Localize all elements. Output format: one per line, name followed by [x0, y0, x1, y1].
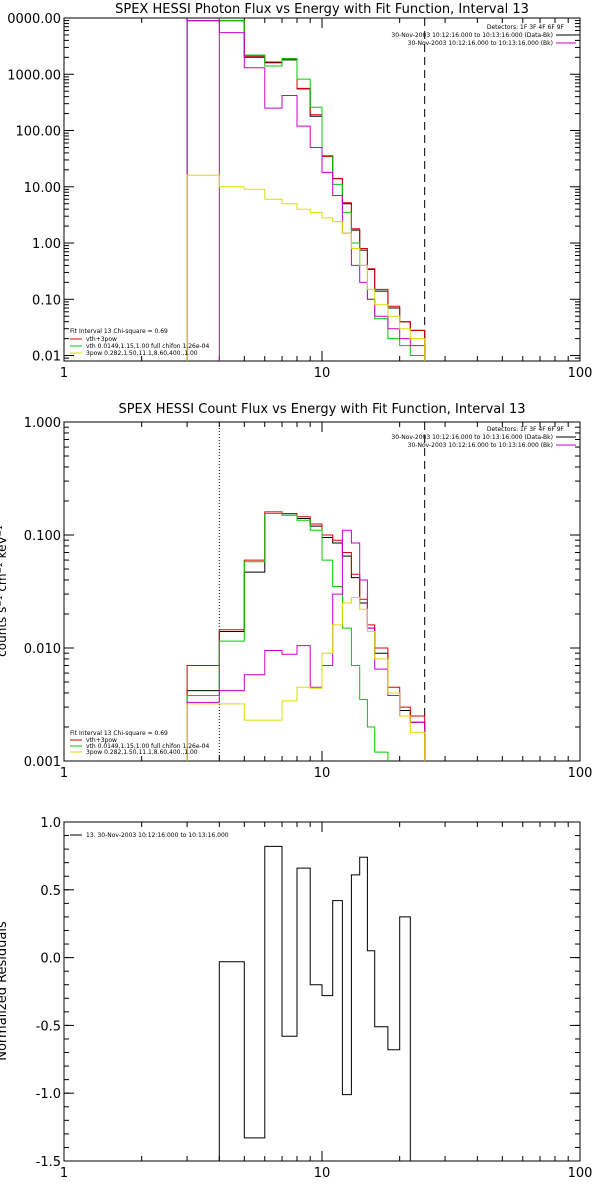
panel1-ticks: 1 10 100 0.01 0.10 1.00 10.00 100.00 1000.00 0000… — [7, 12, 592, 381]
panel-count-flux: SPEX HESSI Count Flux vs Energy with Fit… — [0, 402, 593, 781]
p1-ytick-label: 100.00 — [16, 125, 62, 140]
panel1-header-data-bk: 30-Nov-2003 10:12:16.000 to 10:13:16.000… — [391, 32, 553, 39]
panel2-fit-text-1: vth 0.0149,1.15,1.00 full chifon 1.26e-0… — [86, 743, 209, 750]
panel1-fit-legend: Fit Interval 13 Chi-square = 0.69 vth+3p… — [70, 328, 209, 357]
panel1-title: SPEX HESSI Photon Flux vs Energy with Fi… — [115, 2, 529, 17]
p2-xtick-label: 10 — [314, 766, 331, 781]
panel1-fit-text-1: vth 0.0149,1.15,1.00 full chifon 1.26e-0… — [86, 343, 209, 350]
p3-ytick-label: -1.0 — [36, 1087, 61, 1102]
panel2-ticks: 1 10 100 0.001 0.010 0.100 1.000 — [24, 416, 593, 781]
panel2-fit-heading: Fit Interval 13 Chi-square = 0.69 — [70, 730, 168, 737]
panel2-fit-text-0: vth+3pow — [86, 737, 117, 744]
panel3-marks — [218, 845, 411, 1161]
p2-series-4 — [186, 597, 426, 761]
p3-ytick-label: -0.5 — [36, 1019, 61, 1034]
p3-xtick-label: 100 — [568, 1166, 593, 1181]
panel1-marks — [186, 18, 426, 361]
panel3-legend: 13. 30-Nov-2003 10:12:16.000 to 10:13:16… — [70, 832, 229, 839]
panel1-header: Detectors: 1F 3F 4F 6F 9F 30-Nov-2003 10… — [391, 24, 576, 47]
panel1-fit-text-2: 3pow 0.282,1.50,11.1,8.60,400.,1.00 — [86, 350, 198, 357]
p1-xtick-label: 1 — [60, 366, 68, 381]
p1-xtick-label: 100 — [568, 366, 593, 381]
panel1-axes-frame — [63, 17, 581, 362]
p3-ytick-label: 1.0 — [40, 816, 61, 831]
panel3-ylabel: Normalized Residuals — [0, 921, 10, 1061]
panel1-header-bk: 30-Nov-2003 10:12:16.000 to 10:13:16.000… — [408, 40, 553, 47]
p3-xtick-label: 1 — [60, 1166, 68, 1181]
p1-ytick-label: 10.00 — [24, 181, 61, 196]
panel2-title: SPEX HESSI Count Flux vs Energy with Fit… — [118, 402, 525, 417]
p2-ytick-label: 0.100 — [24, 529, 61, 544]
p1-ytick-label: 0.01 — [32, 350, 61, 365]
panel2-header: Detectors: 1F 3F 4F 6F 9F 30-Nov-2003 10… — [391, 426, 576, 449]
p3-residual-series — [218, 845, 411, 1161]
p2-ytick-label: 0.001 — [24, 755, 61, 770]
panel2-fit-text-2: 3pow 0.282,1.50,11.1,8.60,400.,1.00 — [86, 749, 198, 756]
p1-ytick-label: 0.10 — [32, 293, 61, 308]
panel2-axes-frame — [63, 421, 581, 762]
p1-ytick-label: 0000.00 — [7, 12, 61, 27]
p3-xtick-label: 10 — [314, 1166, 331, 1181]
panel3-ticks: 1 10 100 -1.5 -1.0 -0.5 0.0 0.5 1.0 — [36, 816, 593, 1181]
p2-series-2 — [186, 513, 389, 761]
panel2-marks — [186, 422, 426, 761]
p2-xtick-label: 100 — [568, 766, 593, 781]
p1-series-3 — [186, 20, 426, 361]
panel2-fit-legend: Fit Interval 13 Chi-square = 0.69 vth+3p… — [70, 730, 209, 756]
p2-ytick-label: 0.010 — [24, 642, 61, 657]
p1-xtick-label: 10 — [314, 366, 331, 381]
p3-ytick-label: -1.5 — [36, 1155, 61, 1170]
p3-ytick-label: 0.0 — [40, 952, 61, 967]
p3-ytick-label: 0.5 — [40, 884, 61, 899]
p1-series-2 — [186, 20, 426, 361]
p1-series-1 — [186, 20, 426, 361]
p1-ytick-label: 1000.00 — [7, 68, 61, 83]
p1-series-0 — [186, 20, 426, 361]
p1-series-4 — [186, 174, 426, 361]
panel2-header-bk: 30-Nov-2003 10:12:16.000 to 10:13:16.000… — [408, 442, 553, 449]
panel1-fit-text-0: vth+3pow — [86, 336, 117, 343]
panel1-header-detectors: Detectors: 1F 3F 4F 6F 9F — [487, 24, 565, 31]
panel2-header-detectors: Detectors: 1F 3F 4F 6F 9F — [487, 426, 565, 433]
panel2-header-data-bk: 30-Nov-2003 10:12:16.000 to 10:13:16.000… — [391, 434, 553, 441]
panel3-legend-text: 13. 30-Nov-2003 10:12:16.000 to 10:13:16… — [86, 832, 229, 839]
p1-ytick-label: 1.00 — [32, 237, 61, 252]
p2-series-1 — [186, 511, 426, 761]
panel1-fit-heading: Fit Interval 13 Chi-square = 0.69 — [70, 328, 168, 335]
panel-photon-flux: SPEX HESSI Photon Flux vs Energy with Fi… — [7, 2, 592, 381]
p2-ytick-label: 1.000 — [24, 416, 61, 431]
panel-residuals: Normalized Residuals 1 10 100 -1.5 -1.0 -0.5 0… — [0, 816, 592, 1181]
p2-xtick-label: 1 — [60, 766, 68, 781]
p2-series-3 — [186, 529, 426, 761]
p2-series-0 — [186, 513, 426, 761]
panel2-ylabel: counts s⁻¹ cm⁻² keV⁻¹ — [0, 525, 9, 657]
